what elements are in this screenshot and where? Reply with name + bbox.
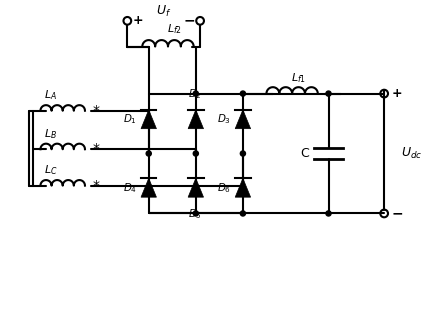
Polygon shape — [141, 178, 156, 197]
Text: $U_{dc}$: $U_{dc}$ — [401, 146, 423, 161]
Text: $L_{f1}$: $L_{f1}$ — [291, 71, 306, 85]
Polygon shape — [235, 110, 251, 129]
Text: $L_C$: $L_C$ — [44, 163, 58, 177]
Circle shape — [326, 91, 331, 96]
Circle shape — [241, 211, 245, 216]
Text: *: * — [93, 179, 100, 193]
Circle shape — [326, 211, 331, 216]
Text: $D_3$: $D_3$ — [217, 112, 231, 126]
Circle shape — [241, 151, 245, 156]
Circle shape — [241, 91, 245, 96]
Circle shape — [193, 91, 198, 96]
Circle shape — [193, 151, 198, 156]
Text: $U_f$: $U_f$ — [156, 4, 171, 19]
Text: $L_B$: $L_B$ — [44, 127, 57, 141]
Text: +: + — [392, 87, 403, 100]
Text: −: − — [183, 14, 195, 28]
Text: −: − — [392, 206, 404, 220]
Polygon shape — [188, 178, 203, 197]
Polygon shape — [188, 110, 203, 129]
Text: C: C — [300, 147, 309, 160]
Text: $L_A$: $L_A$ — [44, 88, 57, 102]
Text: *: * — [93, 142, 100, 156]
Text: $D_2$: $D_2$ — [188, 87, 202, 101]
Text: $D_1$: $D_1$ — [123, 112, 137, 126]
Text: $D_5$: $D_5$ — [187, 207, 202, 221]
Polygon shape — [141, 110, 156, 129]
Circle shape — [146, 151, 152, 156]
Text: $D_6$: $D_6$ — [217, 181, 231, 195]
Text: +: + — [132, 14, 143, 27]
Text: *: * — [93, 104, 100, 118]
Text: $L_{f2}$: $L_{f2}$ — [167, 22, 182, 36]
Text: $D_4$: $D_4$ — [123, 181, 137, 195]
Polygon shape — [235, 178, 251, 197]
Circle shape — [193, 211, 198, 216]
